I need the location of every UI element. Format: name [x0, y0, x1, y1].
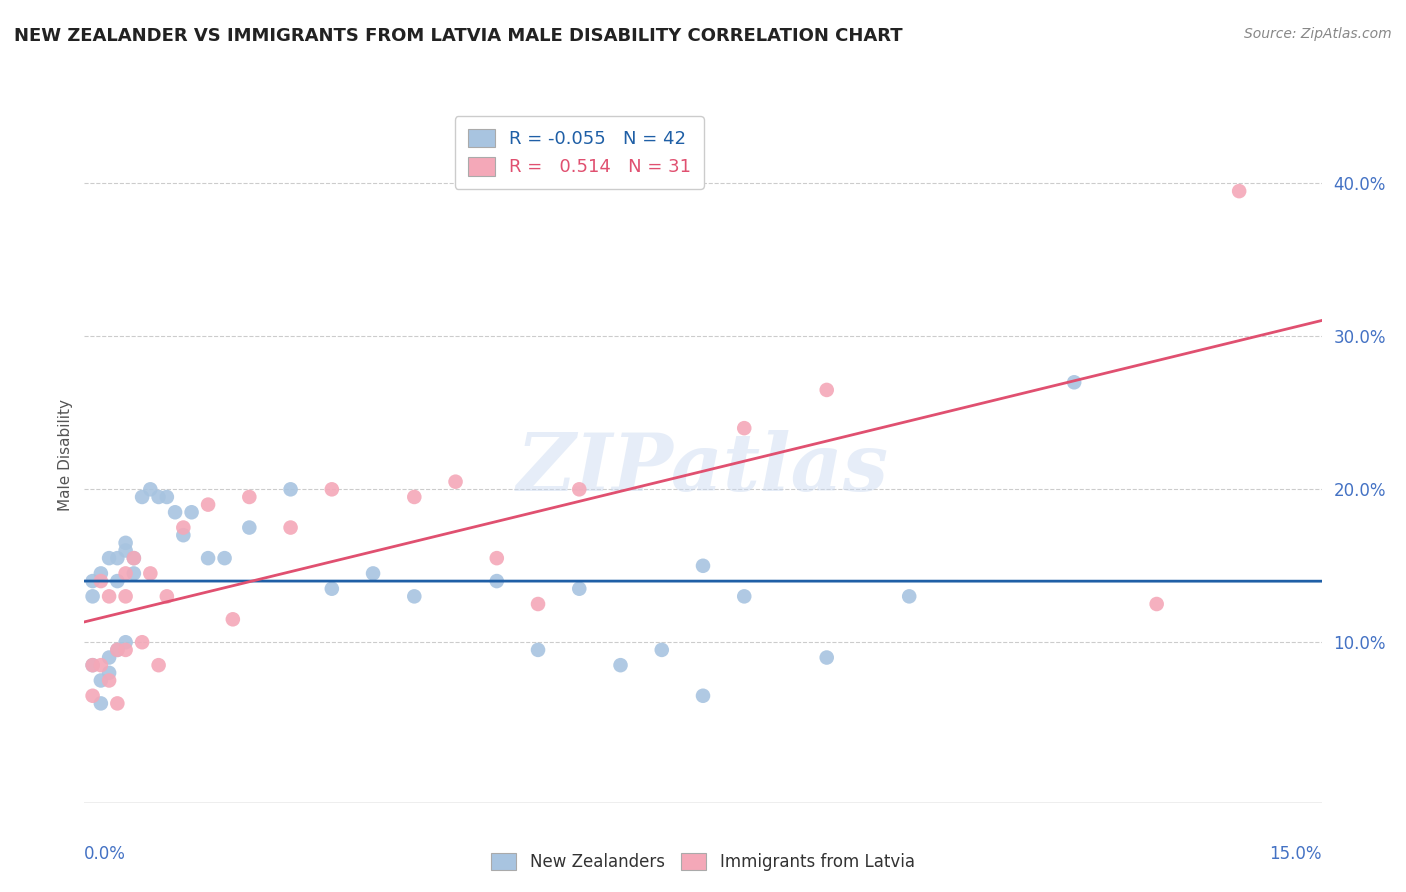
Point [444, 475, 467, 489]
Point [321, 582, 343, 596]
Point [197, 498, 219, 512]
Text: NEW ZEALANDER VS IMMIGRANTS FROM LATVIA MALE DISABILITY CORRELATION CHART: NEW ZEALANDER VS IMMIGRANTS FROM LATVIA … [14, 27, 903, 45]
Point [568, 582, 591, 596]
Legend: R = -0.055   N = 42, R =   0.514   N = 31: R = -0.055 N = 42, R = 0.514 N = 31 [456, 116, 703, 189]
Point [122, 551, 145, 566]
Point [122, 566, 145, 581]
Point [139, 566, 162, 581]
Point [98, 673, 121, 688]
Point [82, 658, 104, 673]
Point [527, 597, 550, 611]
Point [148, 490, 170, 504]
Point [90, 574, 112, 588]
Point [114, 566, 136, 581]
Point [238, 520, 260, 534]
Point [172, 520, 194, 534]
Point [122, 551, 145, 566]
Y-axis label: Male Disability: Male Disability [58, 399, 73, 511]
Point [98, 551, 121, 566]
Point [214, 551, 236, 566]
Point [815, 383, 838, 397]
Point [82, 689, 104, 703]
Point [139, 483, 162, 497]
Point [114, 643, 136, 657]
Point [651, 643, 673, 657]
Point [1227, 184, 1250, 198]
Point [898, 590, 921, 604]
Point [131, 635, 153, 649]
Point [222, 612, 245, 626]
Point [82, 590, 104, 604]
Point [105, 574, 128, 588]
Point [321, 483, 343, 497]
Point [280, 483, 302, 497]
Point [404, 490, 426, 504]
Point [733, 590, 755, 604]
Point [165, 505, 187, 519]
Text: 0.0%: 0.0% [84, 845, 127, 863]
Point [485, 551, 508, 566]
Point [568, 483, 591, 497]
Point [114, 635, 136, 649]
Point [105, 697, 128, 711]
Text: Source: ZipAtlas.com: Source: ZipAtlas.com [1244, 27, 1392, 41]
Point [98, 665, 121, 680]
Point [404, 590, 426, 604]
Point [527, 643, 550, 657]
Legend: New Zealanders, Immigrants from Latvia: New Zealanders, Immigrants from Latvia [484, 845, 922, 880]
Point [114, 590, 136, 604]
Point [280, 520, 302, 534]
Point [90, 673, 112, 688]
Point [238, 490, 260, 504]
Text: ZIPatlas: ZIPatlas [517, 430, 889, 508]
Point [105, 643, 128, 657]
Point [131, 490, 153, 504]
Point [485, 574, 508, 588]
Point [156, 490, 179, 504]
Point [172, 528, 194, 542]
Point [90, 566, 112, 581]
Point [105, 643, 128, 657]
Point [156, 590, 179, 604]
Point [82, 658, 104, 673]
Point [733, 421, 755, 435]
Point [1063, 376, 1085, 390]
Text: 15.0%: 15.0% [1270, 845, 1322, 863]
Point [609, 658, 631, 673]
Point [148, 658, 170, 673]
Point [114, 543, 136, 558]
Point [197, 551, 219, 566]
Point [82, 574, 104, 588]
Point [98, 650, 121, 665]
Point [361, 566, 384, 581]
Point [114, 536, 136, 550]
Point [692, 689, 714, 703]
Point [90, 697, 112, 711]
Point [815, 650, 838, 665]
Point [180, 505, 202, 519]
Point [105, 551, 128, 566]
Point [1146, 597, 1168, 611]
Point [90, 658, 112, 673]
Point [98, 590, 121, 604]
Point [692, 558, 714, 573]
